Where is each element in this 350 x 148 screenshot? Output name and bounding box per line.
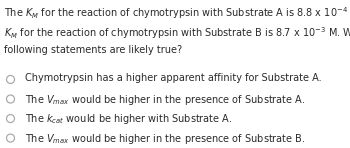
Text: Chymotrypsin has a higher apparent affinity for Substrate A.: Chymotrypsin has a higher apparent affin…: [25, 73, 322, 83]
Text: The $k_{cat}$ would be higher with Substrate A.: The $k_{cat}$ would be higher with Subst…: [25, 112, 233, 126]
Text: The $V_{max}$ would be higher in the presence of Substrate B.: The $V_{max}$ would be higher in the pre…: [25, 132, 306, 146]
Text: The $K_M$ for the reaction of chymotrypsin with Substrate A is 8.8 x 10$^{-4}$ M: The $K_M$ for the reaction of chymotryps…: [4, 5, 350, 21]
Text: following statements are likely true?: following statements are likely true?: [4, 45, 182, 55]
Text: The $V_{max}$ would be higher in the presence of Substrate A.: The $V_{max}$ would be higher in the pre…: [25, 93, 306, 107]
Text: $K_M$ for the reaction of chymotrypsin with Substrate B is 8.7 x 10$^{-3}$ M. Wh: $K_M$ for the reaction of chymotrypsin w…: [4, 25, 350, 41]
